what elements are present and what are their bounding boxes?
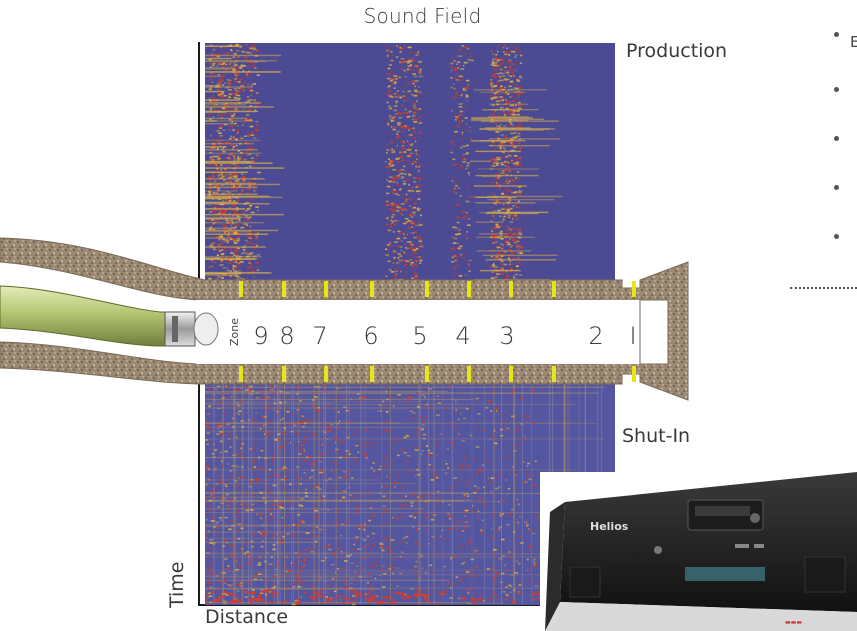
zone-number: 4	[455, 322, 470, 350]
zone-number: 5	[412, 322, 427, 350]
tool-head	[164, 311, 196, 347]
zone-number: 3	[499, 322, 514, 350]
zone-marker	[282, 281, 286, 297]
zone-number: 8	[279, 322, 294, 350]
zone-marker	[425, 281, 429, 297]
zone-marker	[370, 281, 374, 297]
zone-number: 9	[253, 322, 268, 350]
bullet-point	[834, 234, 839, 239]
zone-number: 2	[588, 322, 603, 350]
helios-brand: Helios	[590, 520, 629, 533]
zone-marker	[324, 366, 328, 382]
shut-in-label: Shut-In	[622, 425, 691, 447]
zone-marker	[324, 281, 328, 297]
zone-marker	[239, 366, 243, 382]
production-label: Production	[626, 40, 728, 62]
zone-marker	[632, 366, 636, 382]
zone-number: 7	[312, 322, 327, 350]
zone-markers	[239, 281, 636, 382]
zone-marker	[552, 281, 556, 297]
dotted-divider	[790, 287, 857, 289]
svg-text:▬▬▬: ▬▬▬	[785, 619, 802, 626]
zone-marker	[239, 281, 243, 297]
zone-marker	[282, 366, 286, 382]
zone-number: I	[629, 322, 636, 350]
bullet-point	[834, 32, 839, 37]
zone-marker	[467, 366, 471, 382]
zone-marker	[632, 281, 636, 297]
zone-marker	[552, 366, 556, 382]
production-heatmap	[205, 43, 615, 288]
zone-marker	[509, 366, 513, 382]
clipped-bullet-text: E	[850, 33, 857, 51]
zone-marker	[425, 366, 429, 382]
bullet-point	[834, 136, 839, 141]
zone-marker	[467, 281, 471, 297]
distance-axis-label: Distance	[205, 606, 289, 628]
chart-title: Sound Field	[363, 4, 482, 28]
bullet-point	[834, 185, 839, 190]
zone-label: Zone	[228, 318, 241, 346]
zone-marker	[509, 281, 513, 297]
bullet-point	[834, 87, 839, 92]
zone-marker	[370, 366, 374, 382]
zone-number: 6	[363, 322, 378, 350]
helios-device-image: Helios ▬▬▬	[540, 472, 857, 631]
